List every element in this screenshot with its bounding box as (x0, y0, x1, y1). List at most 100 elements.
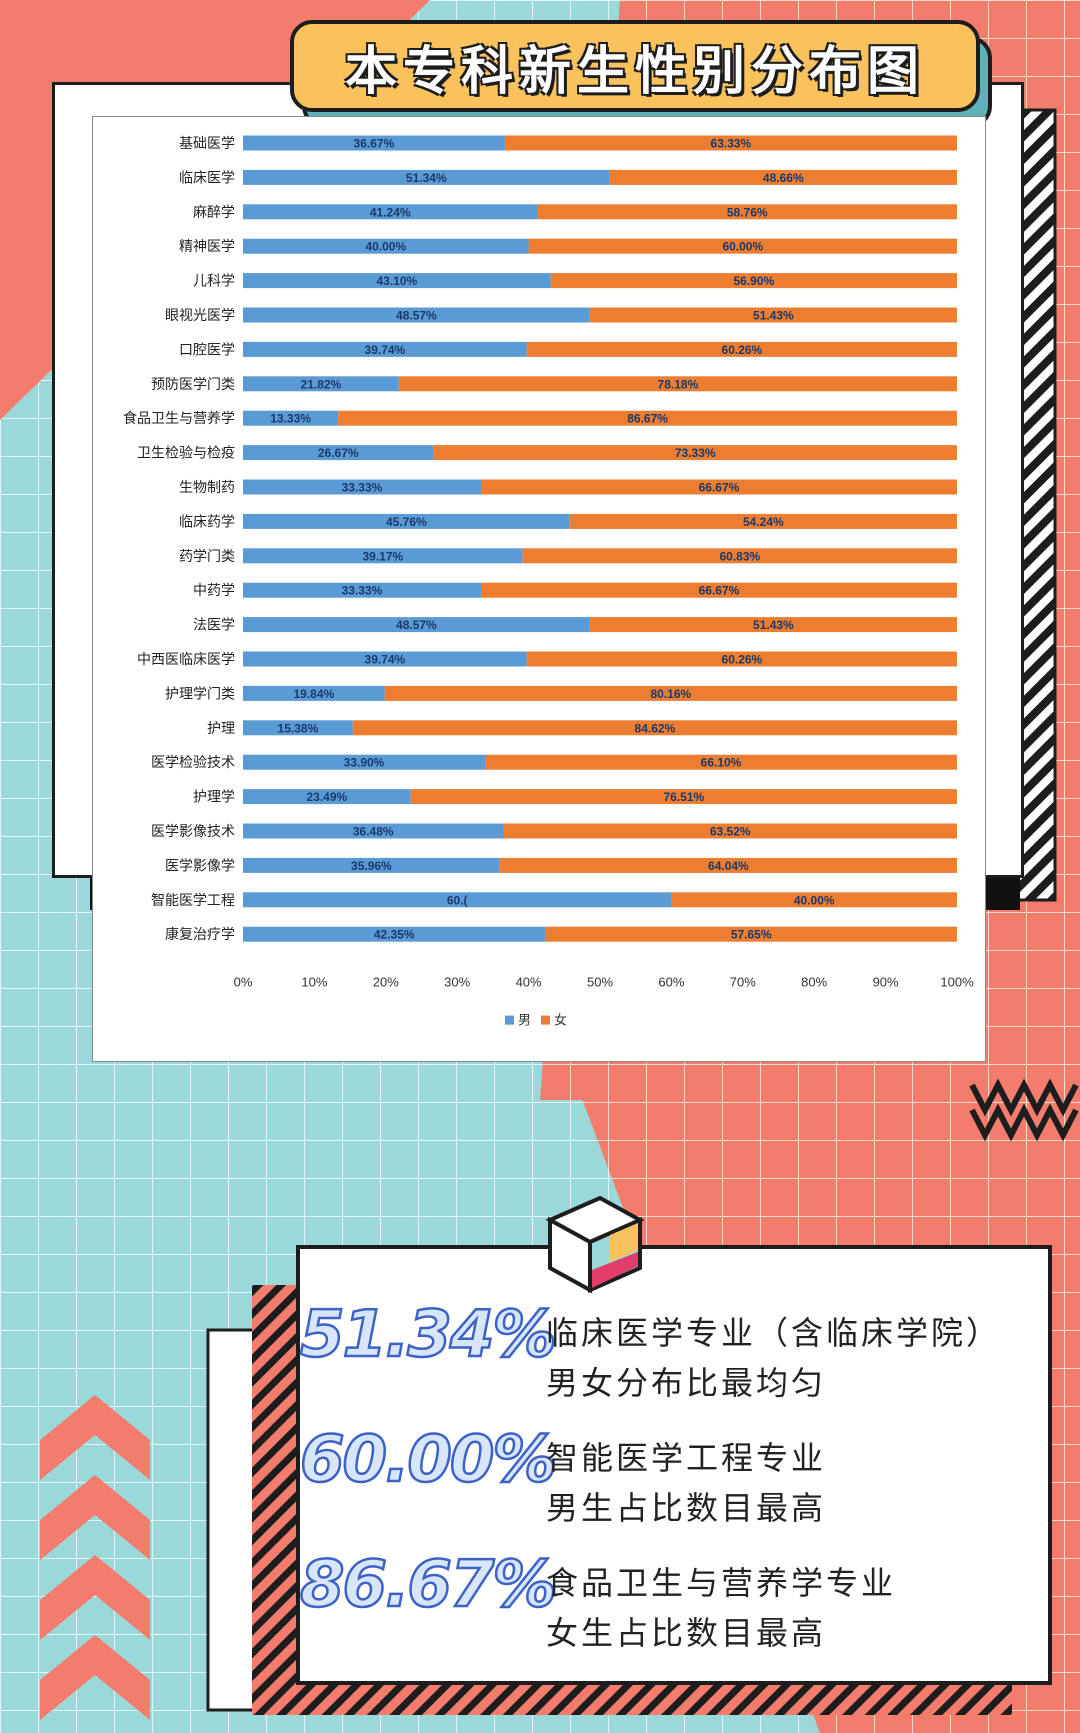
data-label: 56.90% (734, 274, 775, 288)
data-label: 57.65% (731, 928, 772, 942)
highlight-row: 86.67% 食品卫生与营养学专业 女生占比数目最高 (299, 1540, 1040, 1652)
category-label: 口腔医学 (179, 342, 235, 358)
highlights-card (296, 1245, 1052, 1685)
x-tick-label: 80% (801, 975, 827, 990)
x-tick-label: 90% (873, 975, 899, 990)
bar-female (526, 341, 957, 357)
data-label: 19.84% (293, 687, 334, 701)
x-tick-label: 20% (373, 975, 399, 990)
category-label: 护理 (207, 721, 235, 737)
title-box (290, 20, 980, 112)
bar-female (569, 513, 957, 529)
data-label: 60.83% (719, 549, 760, 563)
highlight-line2: 男女分布比最均匀 (546, 1364, 827, 1402)
category-label: 预防医学门类 (151, 377, 235, 393)
category-label: 智能医学工程 (151, 893, 235, 909)
x-tick-label: 40% (516, 975, 542, 990)
category-label: 中药学 (193, 583, 235, 599)
category-label: 法医学 (193, 618, 235, 634)
data-label: 33.33% (342, 584, 383, 598)
data-label: 41.24% (370, 205, 411, 219)
data-label: 76.51% (664, 790, 705, 804)
data-label: 73.33% (675, 446, 716, 460)
bar-male (243, 238, 529, 254)
category-label: 精神医学 (179, 239, 235, 255)
data-label: 63.33% (711, 137, 752, 151)
page-title: 本专科新生性别分布图 (344, 41, 925, 102)
legend-label: 女 (554, 1013, 567, 1029)
bar-male (243, 685, 385, 701)
bar-male (243, 857, 500, 873)
bar-female (352, 720, 957, 736)
data-label: 36.67% (354, 137, 395, 151)
data-label: 60.26% (722, 343, 763, 357)
data-label: 66.10% (701, 756, 742, 770)
bar-male (243, 307, 590, 323)
highlight-value: 51.34% (299, 1297, 558, 1374)
bar-female (433, 445, 957, 461)
legend-label: 男 (518, 1014, 531, 1029)
bar-male (243, 445, 434, 461)
bar-female (384, 685, 957, 701)
data-label: 33.33% (342, 481, 383, 495)
bar-male (243, 651, 527, 667)
category-label: 临床药学 (179, 514, 235, 530)
data-label: 39.17% (362, 549, 403, 563)
bar-female (398, 376, 957, 392)
data-label: 40.00% (365, 240, 406, 254)
category-label: 医学检验技术 (151, 755, 235, 771)
x-tick-label: 30% (444, 975, 470, 990)
x-tick-label: 70% (730, 975, 756, 990)
bar-male (243, 720, 353, 736)
highlight-value: 86.67% (299, 1547, 558, 1624)
bar-male (243, 169, 610, 185)
x-tick-label: 60% (658, 975, 684, 990)
data-label: 64.04% (708, 859, 749, 873)
data-label: 26.67% (318, 446, 359, 460)
data-label: 23.49% (307, 790, 348, 804)
data-label: 43.10% (377, 274, 418, 288)
category-label: 眼视光医学 (165, 308, 235, 324)
data-label: 36.48% (353, 825, 394, 839)
bar-female (550, 273, 957, 289)
bar-female (528, 238, 957, 254)
bar-male (243, 789, 411, 805)
category-label: 基础医学 (179, 135, 235, 152)
highlight-line1: 临床医学专业（含临床学院） (546, 1314, 1002, 1352)
data-label: 54.24% (743, 515, 784, 529)
category-label: 儿科学 (193, 274, 235, 290)
bar-male (243, 926, 546, 942)
data-label: 48.66% (763, 171, 804, 185)
bar-female (480, 479, 957, 495)
data-label: 51.43% (753, 618, 794, 632)
chart-card: 基础医学 36.67% 63.33% 临床医学 51.34% 48.66% 麻醉学 41.24… (92, 116, 986, 1062)
category-label: 护理学门类 (165, 686, 235, 702)
bar-male (243, 617, 590, 633)
bar-female (503, 823, 957, 839)
data-label: 35.96% (351, 859, 392, 873)
bar-male (243, 823, 504, 839)
category-label: 医学影像学 (165, 858, 235, 874)
bar-female (537, 204, 957, 220)
data-label: 13.33% (270, 412, 311, 426)
data-label: 42.35% (374, 928, 415, 942)
data-label: 86.67% (627, 412, 668, 426)
x-tick-label: 0% (234, 975, 253, 990)
data-label: 60.( (447, 893, 468, 907)
category-label: 临床医学 (179, 170, 235, 186)
bar-female (526, 651, 957, 667)
category-label: 生物制药 (179, 480, 235, 496)
legend-swatch-male (505, 1015, 514, 1025)
data-label: 45.76% (386, 515, 427, 529)
data-label: 48.57% (396, 309, 437, 323)
highlight-line2: 女生占比数目最高 (546, 1614, 827, 1652)
category-label: 卫生检验与检疫 (137, 446, 235, 462)
highlight-line1: 食品卫生与营养学专业 (546, 1564, 897, 1602)
bar-female (589, 617, 957, 633)
bar-male (243, 754, 486, 770)
data-label: 48.57% (396, 618, 437, 632)
highlight-line1: 智能医学工程专业 (546, 1439, 827, 1477)
bar-male (243, 892, 672, 908)
bar-female (589, 307, 957, 323)
stacked-bar-chart: 基础医学 36.67% 63.33% 临床医学 51.34% 48.66% 麻醉学 41.24… (123, 135, 974, 1029)
